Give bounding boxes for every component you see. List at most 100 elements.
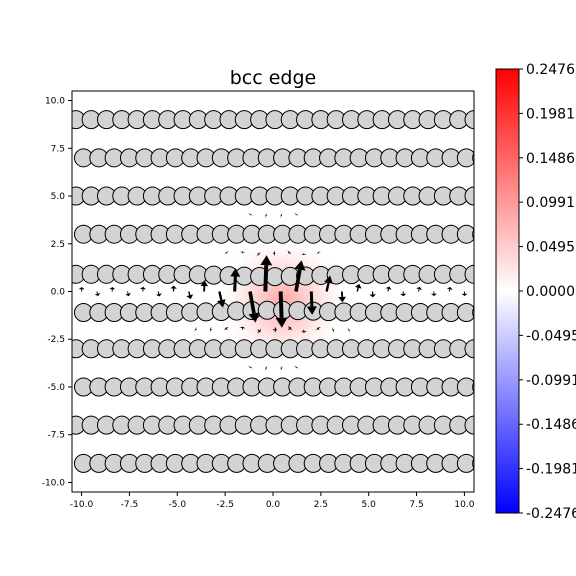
displacement-arrow — [125, 291, 132, 297]
displacement-arrow — [280, 212, 283, 219]
displacement-arrow — [294, 260, 306, 292]
displacement-arrow — [400, 291, 407, 297]
atom — [464, 415, 474, 435]
displacement-arrow — [369, 291, 376, 298]
displacement-arrow — [306, 291, 317, 315]
colorbar-tick-label: 0.0000 — [526, 284, 575, 300]
displacement-arrow — [78, 286, 85, 292]
atom — [472, 457, 474, 469]
displacement-arrow — [224, 251, 230, 255]
displacement-arrow — [287, 250, 292, 255]
x-tick-label: 10.0 — [454, 500, 474, 510]
y-tick-label: -10.0 — [42, 478, 66, 488]
displacement-arrow — [461, 291, 468, 297]
displacement-arrow — [139, 286, 146, 292]
y-tick-label: 2.5 — [51, 240, 65, 250]
colorbar-tick-label: -0.1486 — [526, 417, 576, 433]
displacement-arrow — [280, 365, 283, 371]
displacement-arrow — [170, 285, 177, 292]
y-tick-label: -2.5 — [47, 335, 65, 345]
displacement-arrow — [217, 291, 226, 308]
displacement-arrow — [273, 250, 276, 257]
displacement-arrow — [338, 291, 347, 303]
plot-area — [71, 90, 475, 493]
colorbar-tick-label: -0.0991 — [526, 373, 576, 389]
colorbar-gradient — [495, 68, 520, 514]
displacement-arrow — [293, 213, 299, 217]
displacement-arrow — [257, 328, 262, 334]
displacement-arrow — [446, 286, 453, 292]
y-tick-label: 5.0 — [51, 192, 66, 202]
displacement-arrow — [94, 291, 101, 297]
displacement-arrow — [260, 255, 273, 292]
displacement-arrow — [248, 291, 260, 323]
displacement-arrow — [385, 286, 392, 292]
displacement-arrow — [223, 327, 229, 331]
colorbar-tick-label: -0.1981 — [526, 462, 576, 478]
atom — [456, 377, 474, 397]
atom — [464, 186, 474, 206]
colorbar-ticks: 0.2476 0.1981 0.1486 0.0991 0.0495 0.0000 -0.0… — [519, 62, 576, 522]
displacement-arrow — [247, 365, 253, 369]
colorbar-tick-label: 0.0991 — [526, 195, 575, 211]
displacement-arrow — [194, 326, 198, 333]
displacement-arrows — [78, 212, 468, 371]
colorbar-tick-label: 0.0495 — [526, 240, 575, 256]
y-tick-label: 0.0 — [51, 288, 66, 298]
displacement-arrow — [300, 329, 307, 333]
y-axis: 10.0 7.5 5.0 2.5 0.0 -2.5 -5.0 -7.5 -10.0 — [42, 97, 72, 488]
atom — [472, 152, 474, 164]
x-axis: -10.0 -7.5 -5.0 -2.5 0.0 2.5 5.0 7.5 10.0 — [70, 492, 475, 510]
x-tick-label: -5.0 — [169, 500, 187, 510]
atom — [464, 110, 474, 130]
displacement-arrow — [354, 283, 362, 292]
colorbar: 0.2476 0.1981 0.1486 0.0991 0.0495 0.0000 -0.0… — [495, 62, 576, 522]
x-tick-label: 0.0 — [266, 500, 281, 510]
atom — [456, 453, 474, 473]
displacement-arrow — [264, 365, 268, 371]
x-tick-label: -10.0 — [70, 500, 94, 510]
x-tick-label: -7.5 — [121, 500, 139, 510]
y-tick-label: -7.5 — [47, 431, 65, 441]
y-tick-label: 10.0 — [45, 97, 65, 107]
displacement-arrow — [264, 212, 268, 219]
displacement-arrow — [109, 286, 116, 292]
displacement-arrow — [239, 251, 246, 254]
displacement-arrow — [256, 251, 261, 257]
displacement-arrow — [315, 327, 321, 331]
colorbar-tick-label: -0.0495 — [526, 328, 576, 344]
colorbar-tick-label: -0.2476 — [526, 506, 576, 522]
displacement-arrow — [332, 327, 335, 333]
colorbar-tick-label: 0.1486 — [526, 151, 575, 167]
displacement-arrow — [239, 326, 246, 330]
displacement-arrow — [416, 286, 423, 292]
x-tick-label: 5.0 — [362, 500, 377, 510]
displacement-arrow — [287, 326, 292, 331]
atom — [456, 224, 474, 244]
x-tick-label: -2.5 — [216, 500, 234, 510]
y-tick-label: 7.5 — [51, 144, 65, 154]
displacement-arrow — [247, 213, 253, 217]
displacement-arrow — [430, 291, 437, 297]
atom — [472, 228, 474, 240]
atom — [456, 303, 474, 322]
atom — [456, 148, 474, 168]
displacement-arrow — [273, 326, 277, 333]
displacement-arrow — [186, 291, 194, 300]
y-tick-label: -5.0 — [47, 383, 65, 393]
atom — [464, 264, 474, 284]
chart-title: bcc edge — [230, 67, 317, 89]
atom — [472, 306, 474, 319]
atom — [464, 339, 474, 359]
displacement-arrow — [200, 280, 209, 292]
atom — [472, 381, 474, 393]
atom-layer — [72, 110, 474, 473]
displacement-arrow — [316, 251, 322, 255]
displacement-arrow — [155, 291, 162, 297]
displacement-arrow — [230, 268, 241, 292]
displacement-arrow — [293, 365, 299, 369]
displacement-arrow — [324, 275, 333, 292]
displacement-arrow — [275, 291, 288, 328]
x-tick-label: 2.5 — [314, 500, 328, 510]
